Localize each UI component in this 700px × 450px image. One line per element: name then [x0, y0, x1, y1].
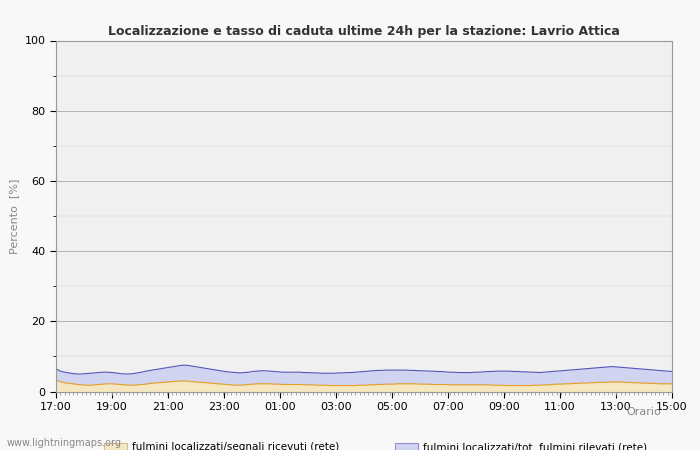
Title: Localizzazione e tasso di caduta ultime 24h per la stazione: Lavrio Attica: Localizzazione e tasso di caduta ultime …	[108, 25, 620, 38]
Y-axis label: Percento  [%]: Percento [%]	[9, 178, 19, 254]
Legend: fulmini localizzati/segnali ricevuti (rete), fulmini localizzati/segnali ricevut: fulmini localizzati/segnali ricevuti (re…	[104, 442, 692, 450]
Text: Orario: Orario	[626, 407, 662, 417]
Text: www.lightningmaps.org: www.lightningmaps.org	[7, 438, 122, 448]
